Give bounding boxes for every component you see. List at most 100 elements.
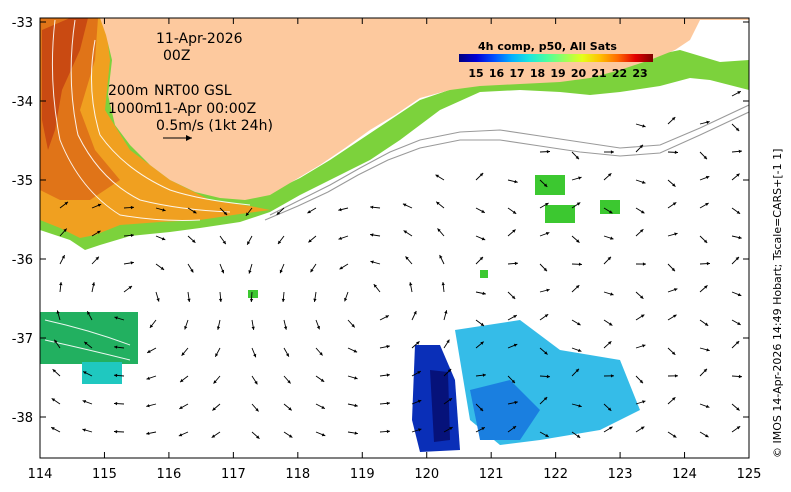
current-vector-head [256,435,260,439]
current-vector-head [735,341,740,345]
current-vector-head [114,373,118,378]
current-vector-head [339,266,343,270]
current-vector-head [413,311,417,315]
current-vector-head [671,267,675,272]
current-vector-head [84,341,88,345]
date-label: 11-Apr-2026 [156,31,243,47]
current-vector-head [386,344,390,349]
current-vector-head [576,202,581,206]
current-vector-head [736,426,741,430]
colorbar-tick-label: 23 [632,67,647,80]
current-vector-head [409,282,413,286]
current-vector-head [288,407,292,411]
current-vector-head [245,212,250,216]
current-vector-head [51,427,55,431]
current-vector-head [577,348,582,352]
current-vector-head [705,175,710,180]
current-vector-head [146,376,150,380]
current-vector-head [514,400,518,405]
colorbar-tick-label: 17 [509,67,524,80]
current-vector-head [642,344,646,348]
colorbar-ticks: 15 16 17 18 19 20 21 22 23 [468,67,647,80]
current-vector-head [479,407,484,411]
current-vector-head [435,174,439,178]
current-vector-head [193,210,197,214]
current-vector-head [211,434,216,438]
current-vector-head [608,341,612,345]
current-vector-head [704,285,708,289]
current-vector-head [575,368,579,373]
sst-shelf-hottest [42,18,88,150]
x-tick-label: 118 [285,467,310,482]
current-vector-head [736,407,740,411]
current-vector-head [543,183,548,187]
current-vector-head [156,298,160,302]
current-vector-head [577,322,581,326]
current-vector-head [578,262,582,266]
current-vector-head [575,285,580,289]
current-vector-head [610,236,614,240]
current-vector-head [416,341,420,345]
current-vector-head [354,431,358,435]
current-vector-head [91,282,96,286]
current-vector-head [370,233,374,237]
current-vector-head [437,228,441,232]
y-tick-label: -35 [12,174,33,189]
scale-label: 0.5m/s (1kt 24h) [156,118,273,134]
current-vector-head [544,314,549,318]
colorbar-tick-label: 22 [612,67,627,80]
current-vector-head [575,155,579,160]
current-vector-head [578,176,582,180]
current-vector-head [351,324,355,328]
current-vector-head [576,239,580,243]
sst-offshore-patches [40,175,640,452]
colorbar [459,54,653,62]
current-vector-head [51,398,56,402]
current-vector-head [446,339,450,344]
current-vector-head [149,324,154,328]
current-vector-head [706,120,710,124]
current-vector-head [439,255,443,259]
current-vector-head [64,201,68,206]
current-vector-head [641,210,645,214]
current-vector-head [83,371,87,375]
current-vector-head [640,314,645,318]
current-vector-head [213,380,217,384]
current-vector-head [247,241,251,245]
current-vector-head [59,282,63,286]
current-vector-head [61,255,65,259]
current-vector-head [417,399,422,403]
current-vector-head [313,298,317,302]
land-australia [100,18,749,200]
current-vector-head [546,374,550,379]
isobath-200m [269,104,749,216]
current-vector-head [674,150,678,154]
colorbar-tick-label: 20 [571,67,587,80]
current-vector-head [283,326,288,330]
plot-frame [39,17,750,459]
x-axis: 114 115 116 117 118 119 120 121 122 123 124 125 [28,18,761,482]
y-tick-label: -38 [12,411,33,426]
current-vector-head [640,426,645,430]
current-time-label: 11-Apr 00:00Z [155,101,256,117]
current-vector-head [130,205,134,210]
current-vector-head [276,211,281,215]
x-tick-label: 123 [608,467,633,482]
current-vector-head [738,374,742,379]
y-axis: -33 -34 -35 -36 -37 -38 [12,16,749,426]
current-vector-head [674,374,678,378]
current-vector-head [607,407,612,411]
current-vector-head [344,297,348,302]
current-vector-head [447,369,452,373]
current-vector-head [545,433,549,437]
x-tick-label: 115 [92,467,117,482]
current-vector-head [513,343,518,347]
current-vector-head [703,368,707,373]
current-vector-head [513,315,517,319]
current-vector-head [543,267,547,272]
current-vector-head [255,408,259,412]
current-vector-head [642,400,646,404]
colorbar-tick-label: 15 [468,67,483,80]
current-vector-head [130,261,134,265]
current-vector-head [444,310,448,314]
